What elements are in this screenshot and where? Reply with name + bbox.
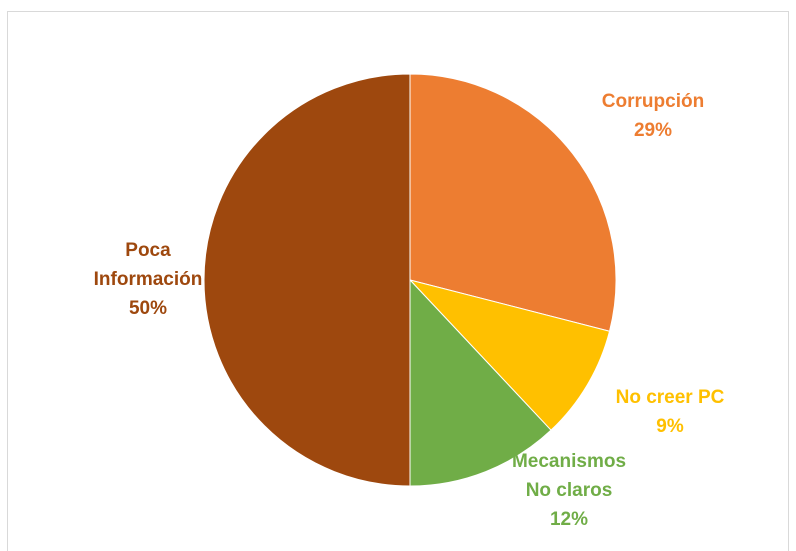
- pie-label-line: Mecanismos: [512, 451, 626, 472]
- pie-label-percent: 50%: [129, 298, 167, 319]
- pie-label-2: Mecanismos No claros 12%: [512, 451, 626, 530]
- pie-slice-3: [203, 73, 411, 487]
- pie-label-percent: 12%: [550, 509, 588, 530]
- pie-label-line: Corrupción: [602, 91, 704, 112]
- pie-label-line: Poca: [125, 240, 171, 261]
- pie-label-line: No claros: [526, 480, 613, 501]
- pie-label-line: Información: [94, 269, 203, 290]
- pie-label-percent: 9%: [656, 416, 684, 437]
- pie-slice-1: [408, 279, 611, 431]
- pie-slices: [203, 73, 617, 487]
- pie-slice-2: [409, 278, 552, 487]
- pie-label-1: No creer PC 9%: [616, 387, 725, 437]
- pie-labels: Corrupción 29% No creer PC 9% Mecanismos No c…: [94, 91, 725, 530]
- pie-label-line: No creer PC: [616, 387, 725, 408]
- pie-slice-0: [409, 73, 617, 332]
- pie-label-percent: 29%: [634, 120, 672, 141]
- pie-label-3: Poca Información 50%: [94, 240, 203, 319]
- pie-label-0: Corrupción 29%: [602, 91, 704, 141]
